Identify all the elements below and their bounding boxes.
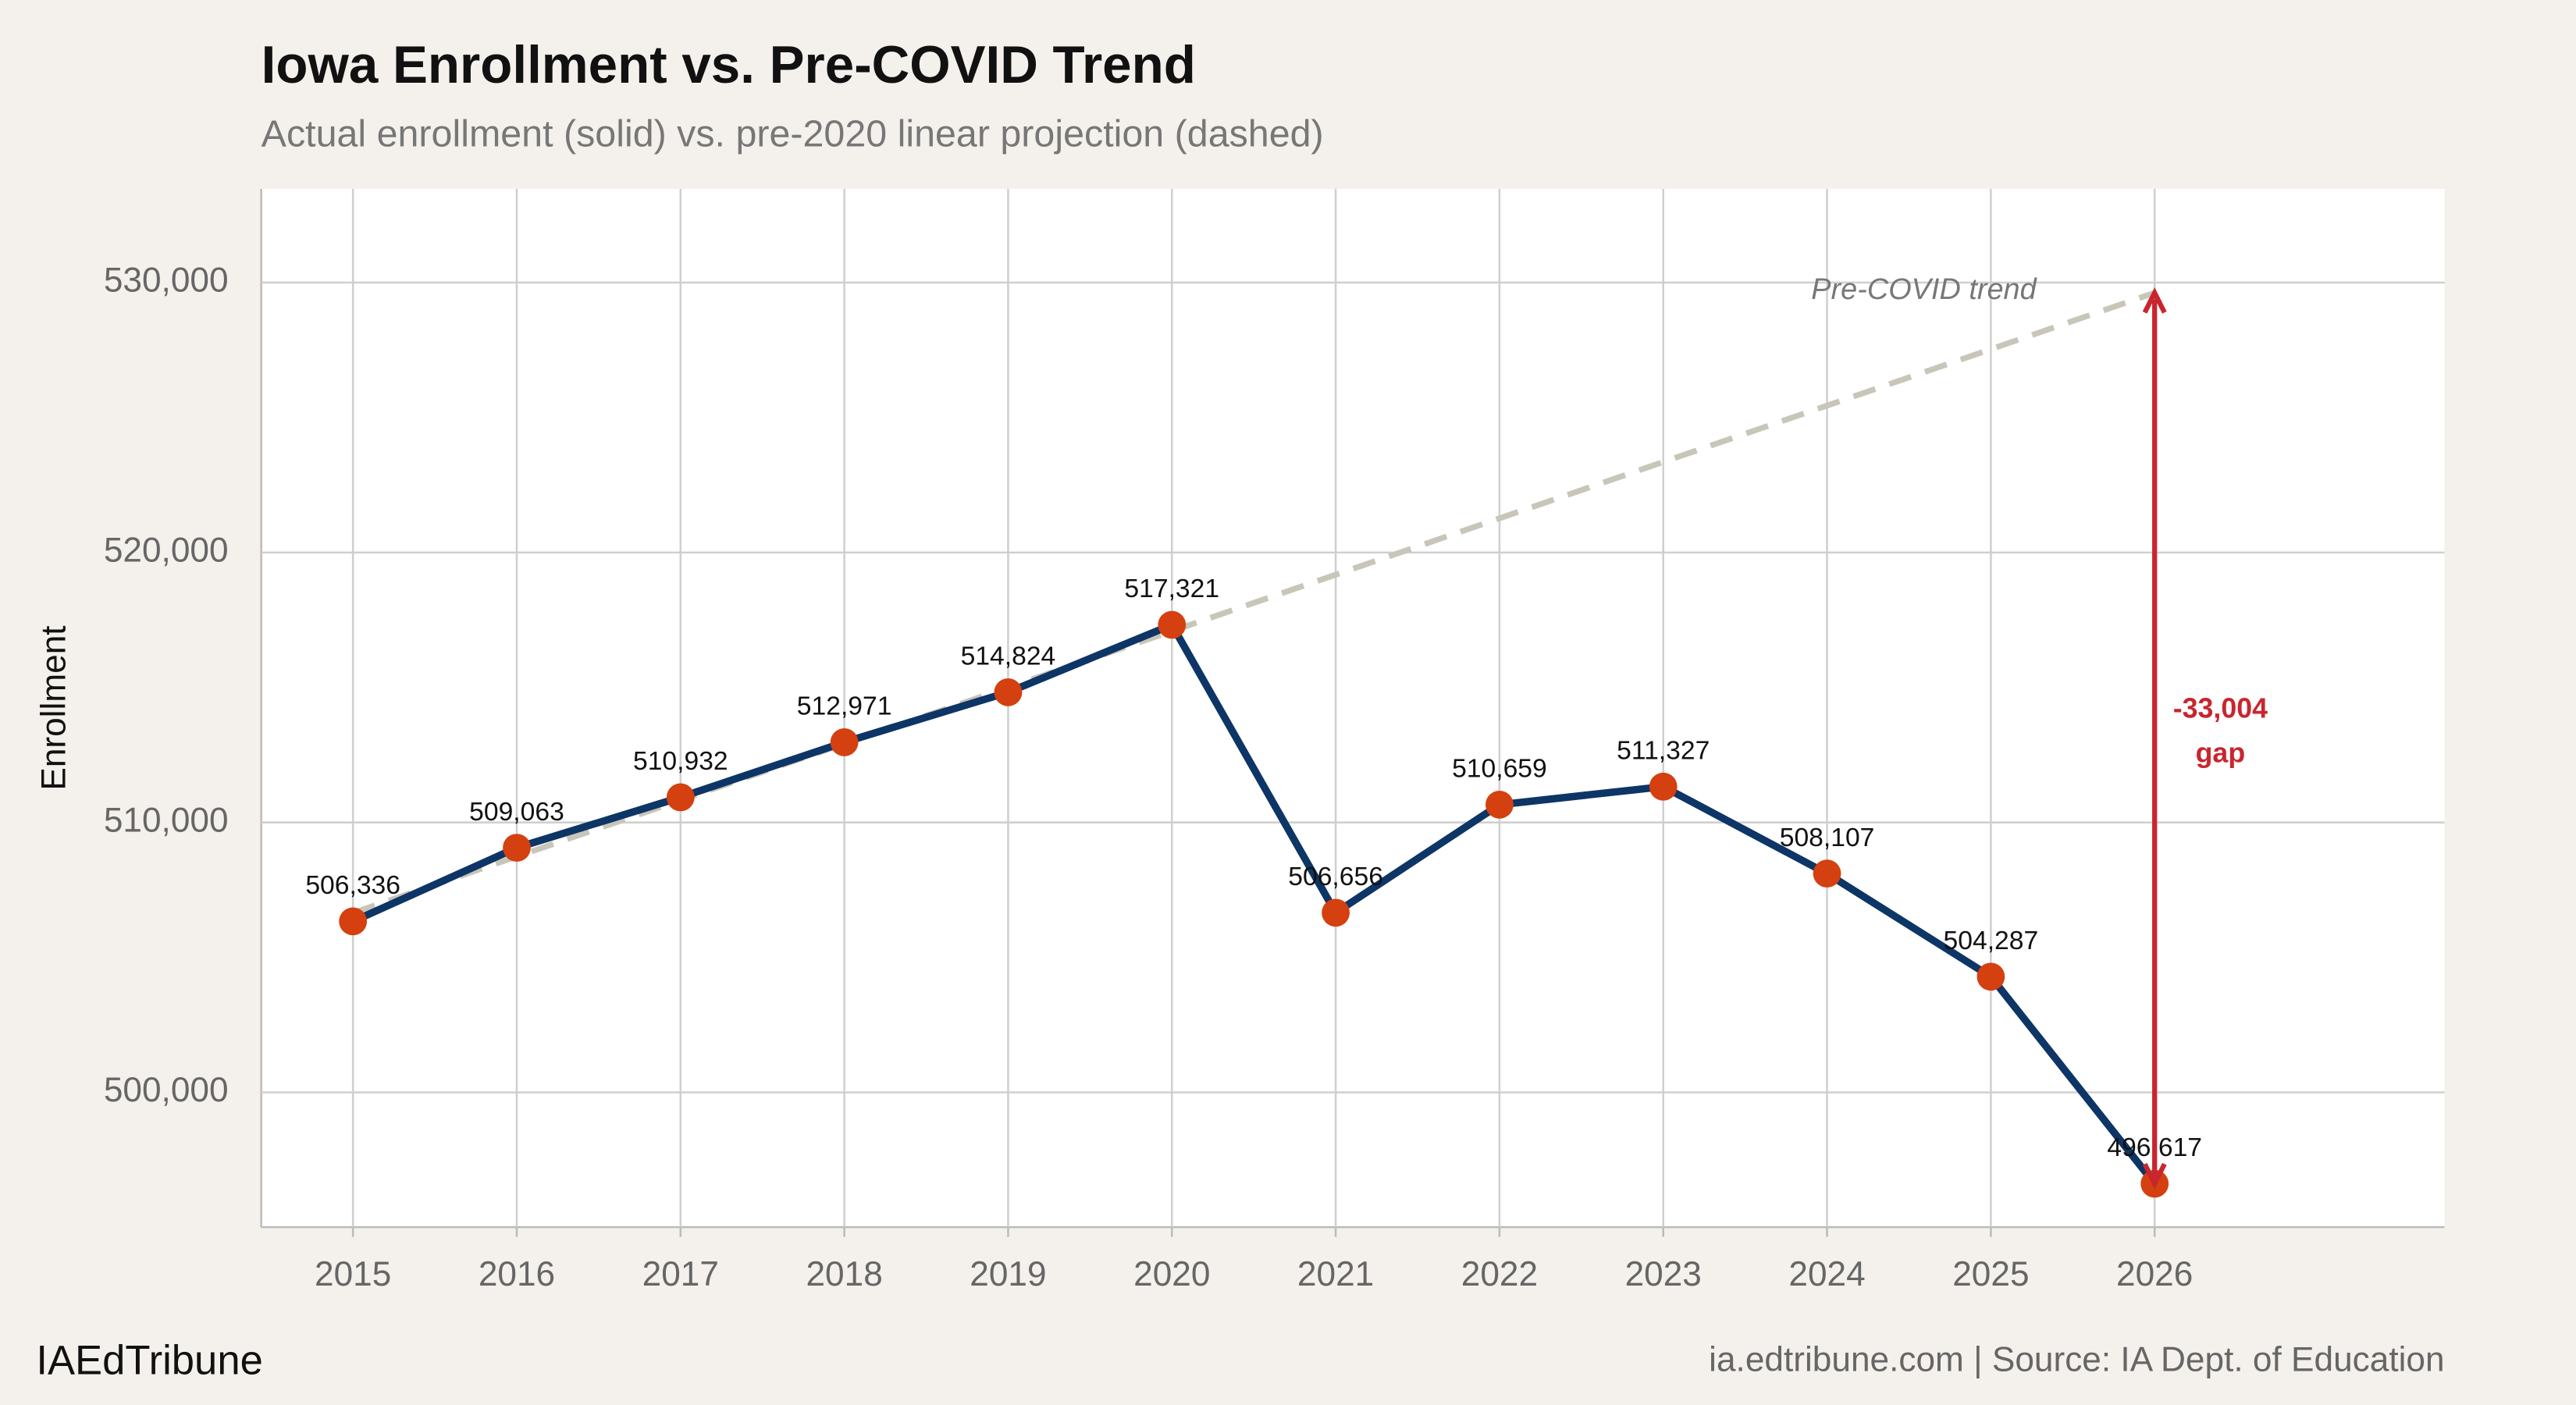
data-point: [339, 907, 368, 936]
data-label: 504,287: [1944, 927, 2039, 955]
footer-brand: IAEdTribune: [36, 1338, 262, 1384]
x-tick-label: 2019: [970, 1255, 1046, 1293]
x-tick-label: 2021: [1297, 1255, 1374, 1293]
data-point: [1976, 962, 2005, 991]
data-point: [994, 678, 1023, 706]
data-point: [1158, 610, 1187, 639]
y-axis-label: Enrollment: [34, 625, 73, 790]
y-tick-label: 520,000: [104, 532, 229, 570]
gap-label: -33,004: [2173, 692, 2268, 724]
data-label: 511,327: [1617, 736, 1710, 765]
chart-subtitle: Actual enrollment (solid) vs. pre-2020 l…: [262, 112, 1324, 155]
arrow-head: [2142, 287, 2167, 314]
arrow-head: [2142, 1162, 2167, 1190]
x-tick-label: 2017: [642, 1255, 719, 1293]
x-tick-label: 2016: [479, 1255, 555, 1293]
trend-line: [351, 290, 2156, 916]
data-label: 514,824: [961, 642, 1056, 671]
data-label: 517,321: [1124, 574, 1219, 603]
y-tick-label: 500,000: [104, 1071, 229, 1109]
data-label: 506,656: [1288, 863, 1383, 891]
data-label: 510,659: [1452, 755, 1547, 784]
trend-annotation: Pre-COVID trend: [1811, 273, 2037, 306]
y-tick-label: 530,000: [104, 261, 229, 300]
x-tick-label: 2026: [2116, 1255, 2193, 1293]
data-label: 512,971: [797, 692, 892, 721]
x-tick-label: 2020: [1133, 1255, 1210, 1293]
x-tick-label: 2025: [1952, 1255, 2029, 1293]
data-point: [1322, 898, 1350, 927]
chart-title: Iowa Enrollment vs. Pre-COVID Trend: [262, 36, 1196, 94]
x-tick-label: 2023: [1625, 1255, 1702, 1293]
data-line: [351, 621, 2158, 1186]
data-point: [1813, 859, 1841, 888]
data-label: 508,107: [1780, 823, 1875, 852]
x-tick-label: 2024: [1788, 1255, 1865, 1293]
x-tick-label: 2022: [1461, 1255, 1538, 1293]
data-point: [1649, 772, 1678, 801]
y-tick-label: 510,000: [104, 801, 229, 839]
data-point: [503, 834, 531, 862]
x-tick-label: 2018: [806, 1255, 882, 1293]
data-point: [830, 728, 859, 756]
gap-note: gap: [2196, 737, 2246, 768]
data-label: 509,063: [469, 798, 564, 827]
data-point: [1485, 791, 1514, 819]
footer-source: ia.edtribune.com | Source: IA Dept. of E…: [1709, 1340, 2444, 1378]
data-point: [666, 783, 695, 812]
x-tick-label: 2015: [315, 1255, 391, 1293]
data-label: 506,336: [305, 871, 400, 900]
data-label: 510,932: [633, 747, 728, 776]
plot-area: [261, 189, 2445, 1228]
